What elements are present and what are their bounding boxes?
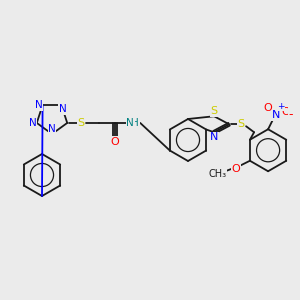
Text: N: N [48, 124, 56, 134]
Text: O: O [111, 137, 120, 147]
Text: CH₃: CH₃ [209, 169, 227, 179]
Text: N: N [272, 110, 280, 120]
Text: O: O [282, 107, 290, 117]
Text: O: O [232, 164, 240, 174]
Text: S: S [78, 118, 85, 128]
Text: N: N [126, 118, 134, 128]
Text: -: - [289, 108, 293, 121]
Text: N: N [210, 132, 218, 142]
Text: +: + [277, 102, 285, 111]
Text: S: S [238, 119, 245, 129]
Text: S: S [211, 106, 218, 116]
Text: N: N [35, 100, 43, 110]
Text: O: O [264, 103, 272, 113]
Text: N: N [58, 104, 66, 114]
Text: N: N [29, 118, 37, 128]
Text: H: H [131, 118, 139, 128]
